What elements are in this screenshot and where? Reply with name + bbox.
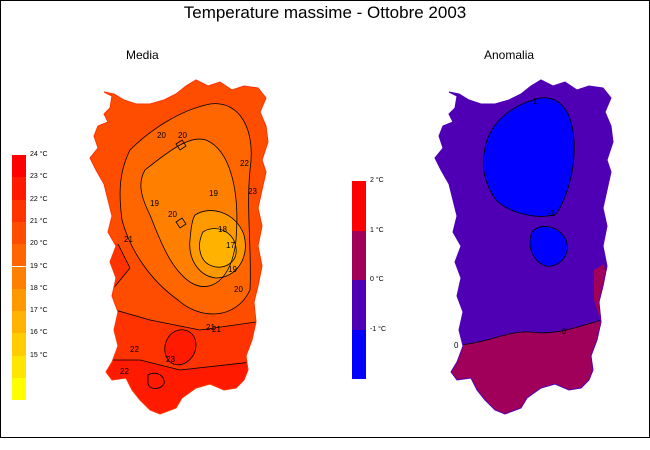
contour-label: 22 bbox=[240, 159, 249, 168]
contour-label: 22 bbox=[130, 345, 139, 354]
legend-label: -1 °C bbox=[370, 325, 387, 333]
contour-label: 20 bbox=[168, 210, 177, 219]
legend-label: 19 °C bbox=[30, 262, 48, 270]
legend-label: 2 °C bbox=[370, 177, 384, 184]
contour-label: 20 bbox=[157, 131, 166, 140]
legend-swatch bbox=[12, 355, 26, 378]
legend-label: 21 °C bbox=[30, 217, 48, 225]
legend-label: 16 °C bbox=[30, 329, 48, 337]
legend-swatch bbox=[12, 311, 26, 334]
contour-label: 19 bbox=[209, 189, 218, 198]
legend-label: 18 °C bbox=[30, 284, 48, 292]
contour-label: -1 bbox=[548, 209, 556, 218]
contour-label: 21 bbox=[212, 325, 221, 334]
contour-label: 17 bbox=[226, 241, 235, 250]
legend-swatch bbox=[12, 199, 26, 222]
contour-label: 19 bbox=[228, 265, 237, 274]
contour-label: 18 bbox=[218, 225, 227, 234]
legend-label: 0 °C bbox=[370, 276, 384, 283]
legend-swatch bbox=[352, 329, 366, 379]
anomalia-panel-title: Anomalia bbox=[484, 48, 535, 62]
legend-label: 17 °C bbox=[30, 307, 48, 315]
contour-label: 0 bbox=[562, 327, 567, 336]
contour-label: 22 bbox=[120, 367, 129, 376]
media-panel-title: Media bbox=[126, 48, 159, 62]
legend-swatch bbox=[12, 177, 26, 200]
legend-label: 22 °C bbox=[30, 195, 48, 203]
legend-swatch bbox=[352, 181, 366, 231]
legend-swatch bbox=[352, 230, 366, 280]
legend-swatch bbox=[12, 288, 26, 312]
legend-swatch bbox=[12, 378, 26, 401]
legend-swatch bbox=[12, 155, 26, 178]
legend-swatch bbox=[12, 333, 26, 356]
contour-label: 23 bbox=[166, 355, 175, 364]
legend-label: 20 °C bbox=[30, 240, 48, 248]
anomalia-map: -1 -1 0 0 bbox=[434, 79, 614, 415]
anomalia-cool-north bbox=[483, 97, 575, 217]
legend-label: 1 °C bbox=[370, 226, 384, 234]
legend-label: 15 °C bbox=[30, 351, 48, 359]
figure-title: Temperature massime - Ottobre 2003 bbox=[183, 3, 467, 22]
anomalia-cool-center bbox=[529, 226, 568, 267]
contour-label: -1 bbox=[530, 97, 538, 106]
legend-label: 24 °C bbox=[30, 151, 48, 158]
contour-label: 19 bbox=[150, 199, 159, 208]
contour-label: 0 bbox=[454, 341, 459, 350]
contour-label: 23 bbox=[248, 187, 257, 196]
legend-label: 23 °C bbox=[30, 173, 48, 181]
zone-17 bbox=[199, 228, 237, 268]
legend-swatch bbox=[12, 266, 26, 289]
legend-swatch bbox=[12, 221, 26, 245]
contour-label: 21 bbox=[124, 235, 133, 244]
contour-label: 20 bbox=[234, 285, 243, 294]
legend-swatch bbox=[12, 244, 26, 267]
zone-hot-south bbox=[164, 329, 196, 365]
legend-swatch bbox=[352, 280, 366, 330]
contour-label: 21 bbox=[206, 323, 215, 332]
contour-label: 20 bbox=[178, 131, 187, 140]
anomalia-contour-labels: -1 -1 0 0 bbox=[454, 97, 567, 350]
